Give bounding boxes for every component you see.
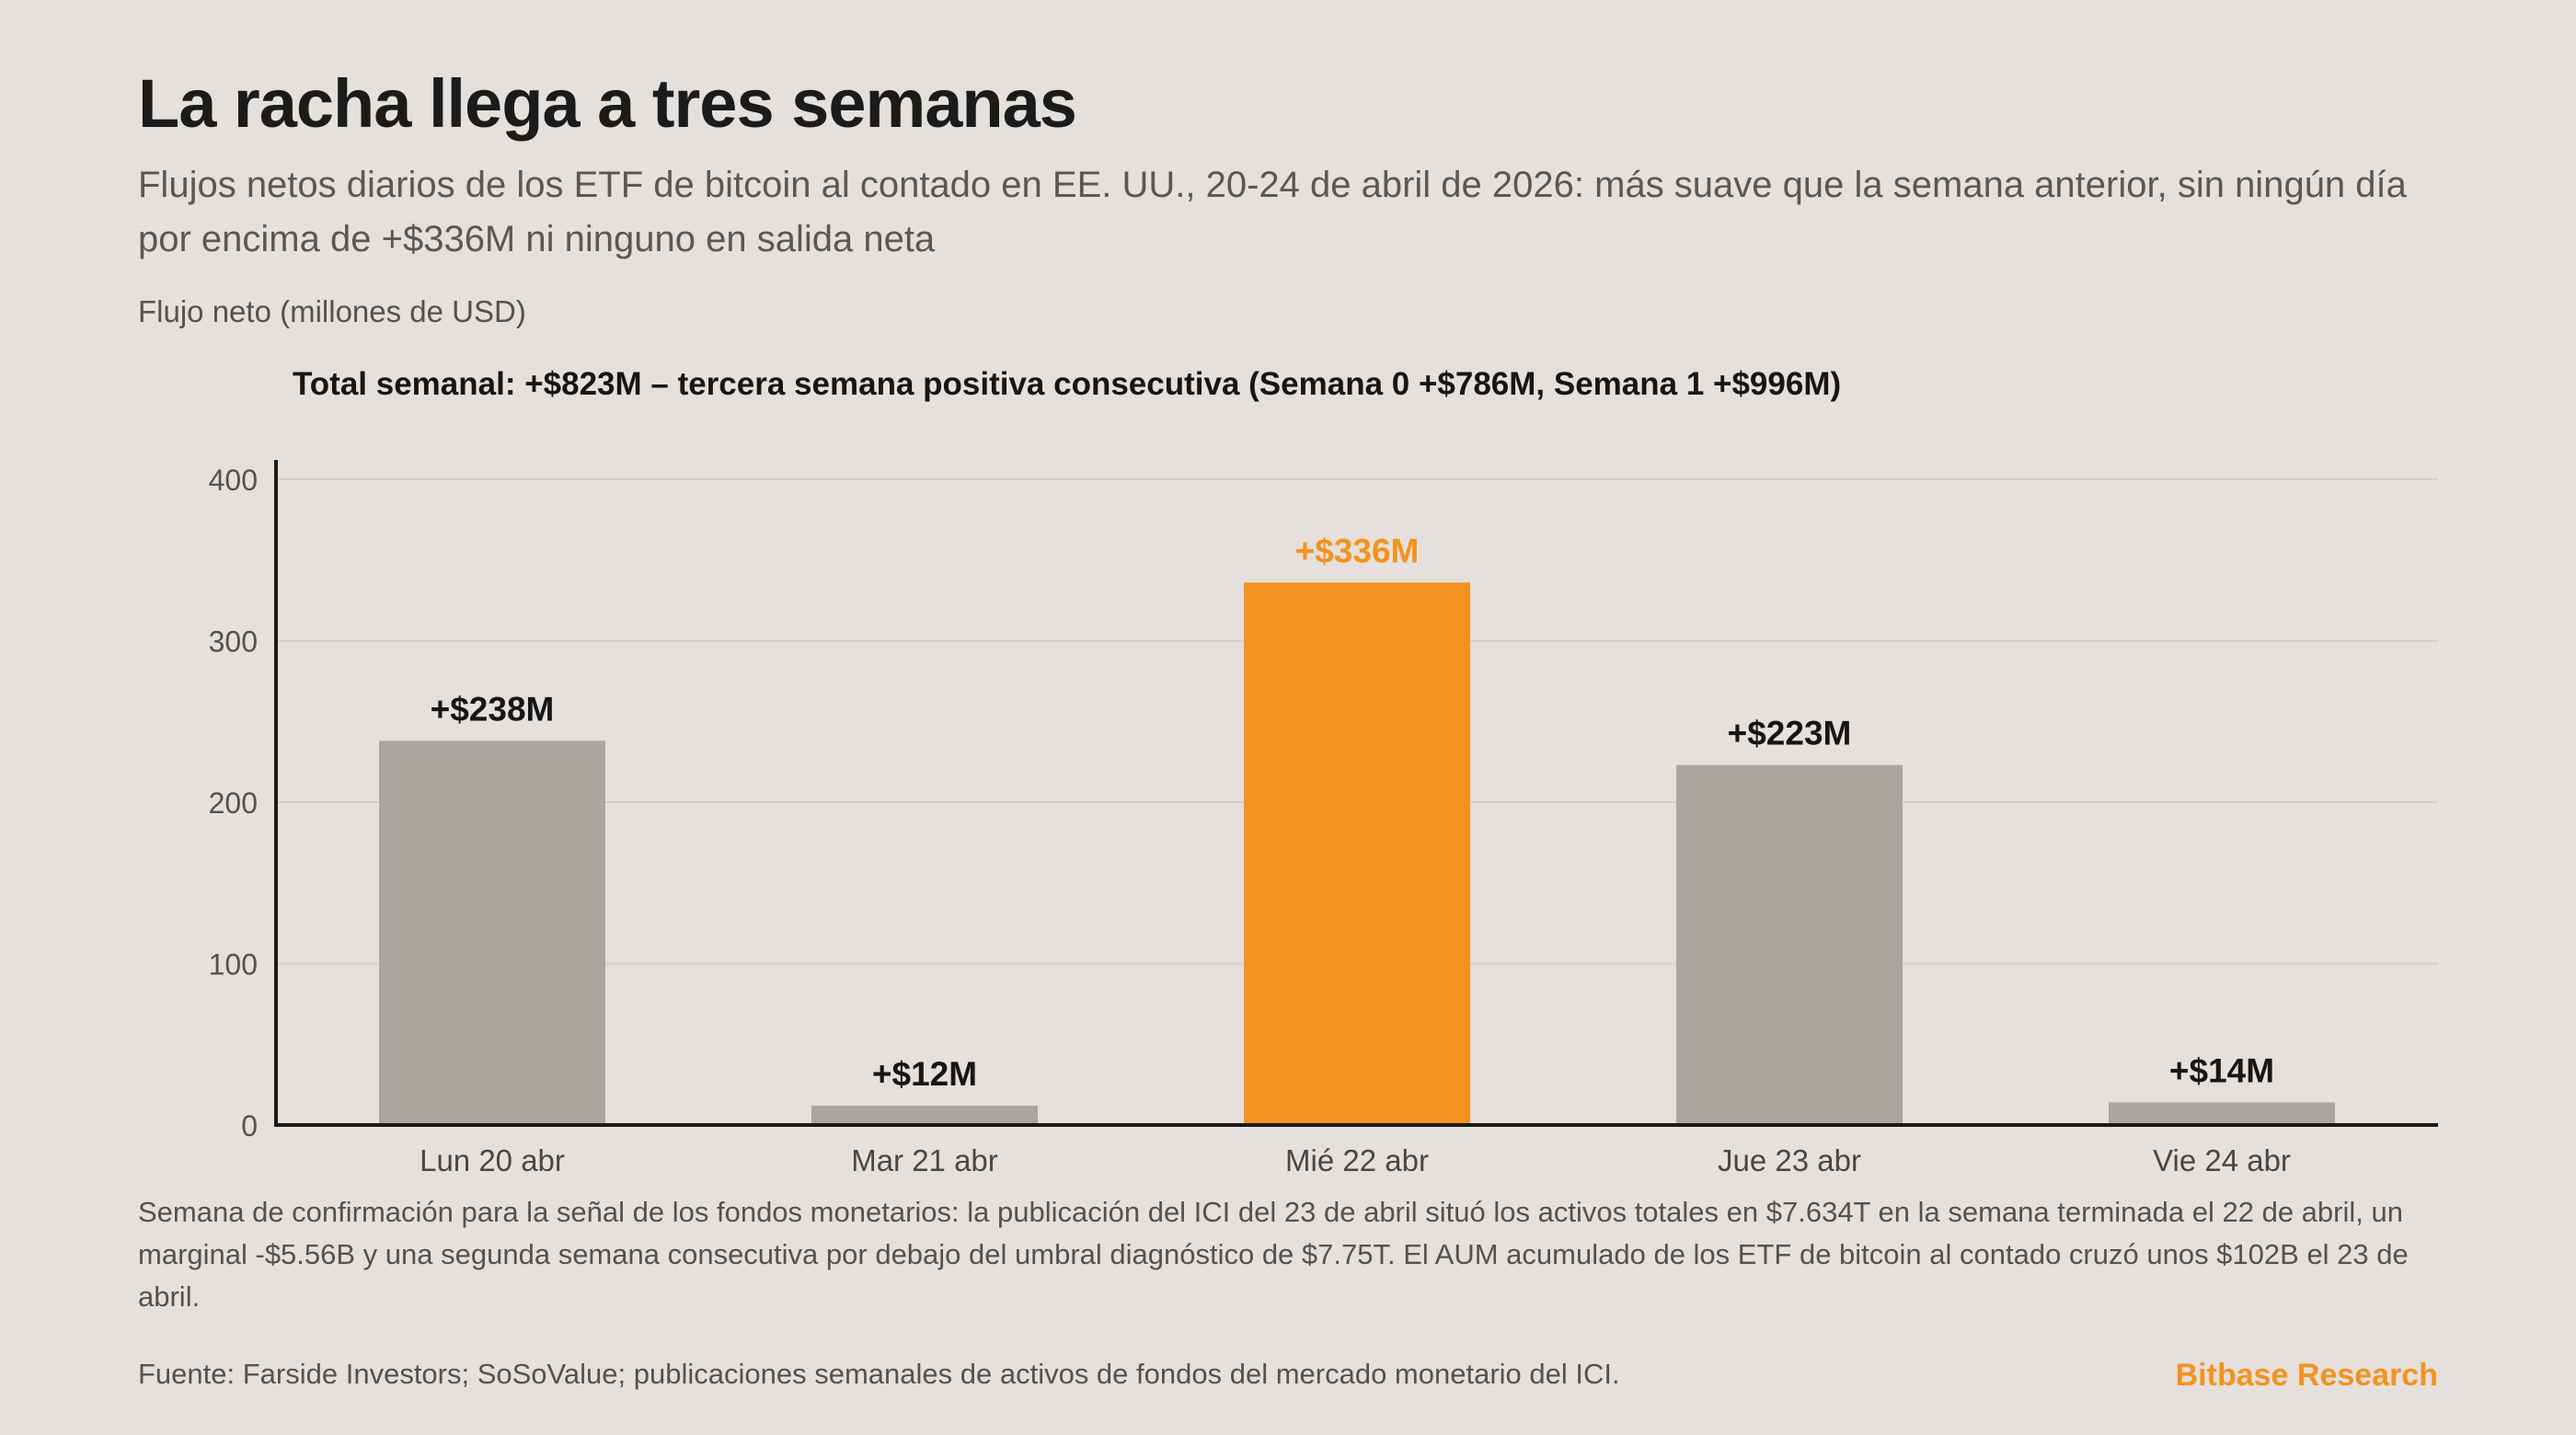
bar: [379, 740, 605, 1125]
source-note: Fuente: Farside Investors; SoSoValue; pu…: [138, 1358, 1620, 1390]
data-label: +$14M: [2169, 1051, 2274, 1089]
y-axis-label: Flujo neto (millones de USD): [138, 294, 526, 328]
bar: [1244, 582, 1470, 1125]
x-tick-label: Mié 22 abr: [1285, 1143, 1429, 1177]
footnote: Semana de confirmación para la señal de …: [138, 1196, 2409, 1313]
bar: [1676, 764, 1903, 1125]
x-tick-label: Mar 21 abr: [851, 1143, 998, 1177]
data-label: +$12M: [872, 1055, 977, 1093]
bar: [811, 1105, 1038, 1125]
y-tick-label: 0: [241, 1109, 258, 1142]
y-tick-label: 100: [209, 948, 258, 982]
y-tick-label: 200: [209, 786, 258, 820]
data-label: +$336M: [1295, 532, 1420, 569]
bar: [2109, 1102, 2335, 1125]
y-tick-label: 400: [209, 464, 258, 497]
brand-logo-text: Bitbase Research: [2175, 1358, 2438, 1393]
data-label: +$238M: [431, 690, 555, 728]
bar-chart: 0 100 200 300 400 +$238M Lun 20 abr +$12M Mar 21…: [209, 460, 2438, 1177]
y-tick-label: 300: [209, 626, 258, 659]
chart-subtitle: Flujos netos diarios de los ETF de bitco…: [138, 165, 2407, 259]
x-tick-label: Jue 23 abr: [1718, 1143, 1861, 1177]
data-label: +$223M: [1728, 715, 1852, 752]
weekly-total-annotation: Total semanal: +$823M – tercera semana p…: [293, 366, 1842, 402]
x-tick-label: Lun 20 abr: [420, 1143, 565, 1177]
chart-title: La racha llega a tres semanas: [138, 65, 1077, 142]
x-tick-label: Vie 24 abr: [2153, 1143, 2291, 1177]
